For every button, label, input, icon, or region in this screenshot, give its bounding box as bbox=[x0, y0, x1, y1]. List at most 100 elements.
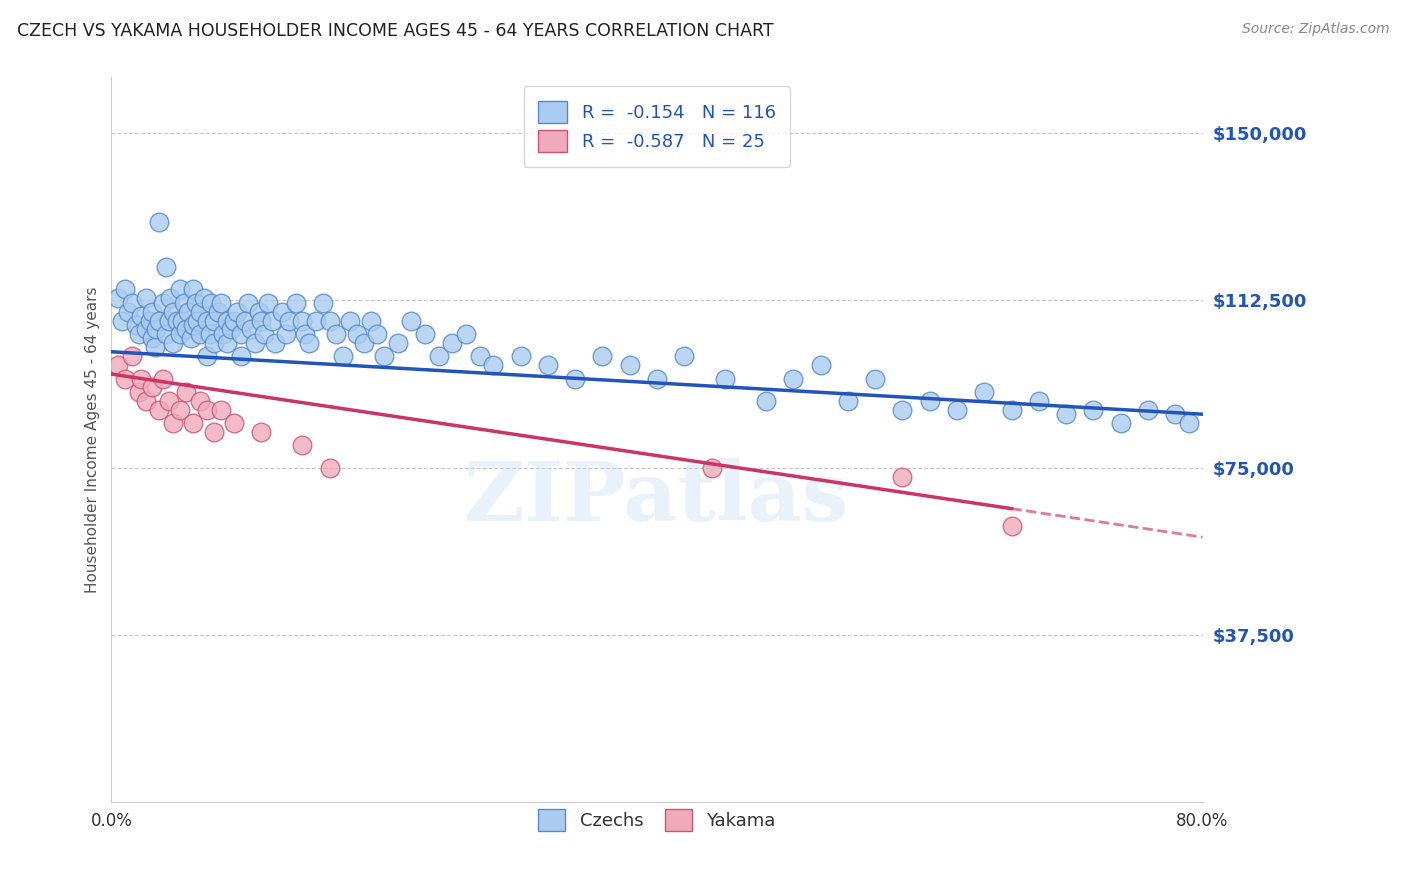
Point bbox=[312, 295, 335, 310]
Point bbox=[277, 313, 299, 327]
Point bbox=[239, 322, 262, 336]
Point bbox=[125, 318, 148, 332]
Point bbox=[233, 313, 256, 327]
Point bbox=[152, 371, 174, 385]
Point bbox=[221, 322, 243, 336]
Point bbox=[291, 438, 314, 452]
Point bbox=[128, 384, 150, 399]
Point bbox=[117, 304, 139, 318]
Point bbox=[298, 335, 321, 350]
Point bbox=[143, 340, 166, 354]
Point bbox=[184, 295, 207, 310]
Point bbox=[700, 460, 723, 475]
Point bbox=[250, 425, 273, 439]
Point bbox=[1178, 416, 1201, 430]
Point bbox=[284, 295, 307, 310]
Point bbox=[1000, 518, 1022, 533]
Point bbox=[195, 313, 218, 327]
Point bbox=[294, 326, 316, 341]
Point bbox=[891, 402, 914, 417]
Point bbox=[141, 380, 163, 394]
Point bbox=[236, 295, 259, 310]
Point bbox=[169, 282, 191, 296]
Point bbox=[346, 326, 368, 341]
Point bbox=[157, 393, 180, 408]
Point bbox=[332, 349, 354, 363]
Point bbox=[198, 326, 221, 341]
Point bbox=[157, 313, 180, 327]
Point bbox=[148, 402, 170, 417]
Point bbox=[176, 384, 198, 399]
Point bbox=[229, 326, 252, 341]
Point bbox=[253, 326, 276, 341]
Point bbox=[387, 335, 409, 350]
Point bbox=[229, 349, 252, 363]
Point bbox=[173, 295, 195, 310]
Point bbox=[177, 304, 200, 318]
Point bbox=[891, 469, 914, 483]
Point bbox=[155, 326, 177, 341]
Point bbox=[195, 402, 218, 417]
Point bbox=[225, 304, 247, 318]
Point bbox=[180, 331, 202, 345]
Point bbox=[193, 291, 215, 305]
Point bbox=[155, 260, 177, 274]
Point bbox=[188, 393, 211, 408]
Point bbox=[353, 335, 375, 350]
Point bbox=[224, 416, 246, 430]
Point bbox=[619, 358, 641, 372]
Point bbox=[250, 313, 273, 327]
Point bbox=[645, 371, 668, 385]
Point bbox=[755, 393, 778, 408]
Text: ZIPatlas: ZIPatlas bbox=[464, 458, 849, 538]
Point bbox=[325, 326, 347, 341]
Point bbox=[373, 349, 395, 363]
Point bbox=[468, 349, 491, 363]
Point bbox=[181, 282, 204, 296]
Point bbox=[212, 326, 235, 341]
Point bbox=[128, 326, 150, 341]
Point bbox=[262, 313, 284, 327]
Point bbox=[162, 304, 184, 318]
Point bbox=[107, 291, 129, 305]
Point bbox=[209, 295, 232, 310]
Point bbox=[114, 371, 136, 385]
Point bbox=[162, 416, 184, 430]
Point bbox=[134, 393, 156, 408]
Point bbox=[1164, 407, 1187, 421]
Point bbox=[202, 313, 225, 327]
Point bbox=[159, 291, 181, 305]
Point bbox=[162, 335, 184, 350]
Point bbox=[837, 393, 859, 408]
Point bbox=[209, 402, 232, 417]
Point bbox=[181, 416, 204, 430]
Point bbox=[131, 371, 153, 385]
Point bbox=[138, 313, 160, 327]
Point bbox=[134, 291, 156, 305]
Point bbox=[121, 295, 143, 310]
Point bbox=[1000, 402, 1022, 417]
Point bbox=[188, 326, 211, 341]
Point bbox=[1054, 407, 1077, 421]
Point bbox=[131, 309, 153, 323]
Point bbox=[257, 295, 280, 310]
Point bbox=[141, 331, 163, 345]
Point bbox=[207, 304, 229, 318]
Text: Source: ZipAtlas.com: Source: ZipAtlas.com bbox=[1241, 22, 1389, 37]
Point bbox=[482, 358, 505, 372]
Text: CZECH VS YAKAMA HOUSEHOLDER INCOME AGES 45 - 64 YEARS CORRELATION CHART: CZECH VS YAKAMA HOUSEHOLDER INCOME AGES … bbox=[17, 22, 773, 40]
Point bbox=[169, 326, 191, 341]
Point bbox=[946, 402, 969, 417]
Point bbox=[107, 358, 129, 372]
Point bbox=[217, 335, 239, 350]
Point bbox=[918, 393, 941, 408]
Point bbox=[166, 313, 188, 327]
Point bbox=[176, 322, 198, 336]
Point bbox=[366, 326, 388, 341]
Point bbox=[441, 335, 464, 350]
Point bbox=[114, 282, 136, 296]
Point bbox=[454, 326, 477, 341]
Point bbox=[148, 313, 170, 327]
Point bbox=[591, 349, 613, 363]
Y-axis label: Householder Income Ages 45 - 64 years: Householder Income Ages 45 - 64 years bbox=[86, 286, 100, 593]
